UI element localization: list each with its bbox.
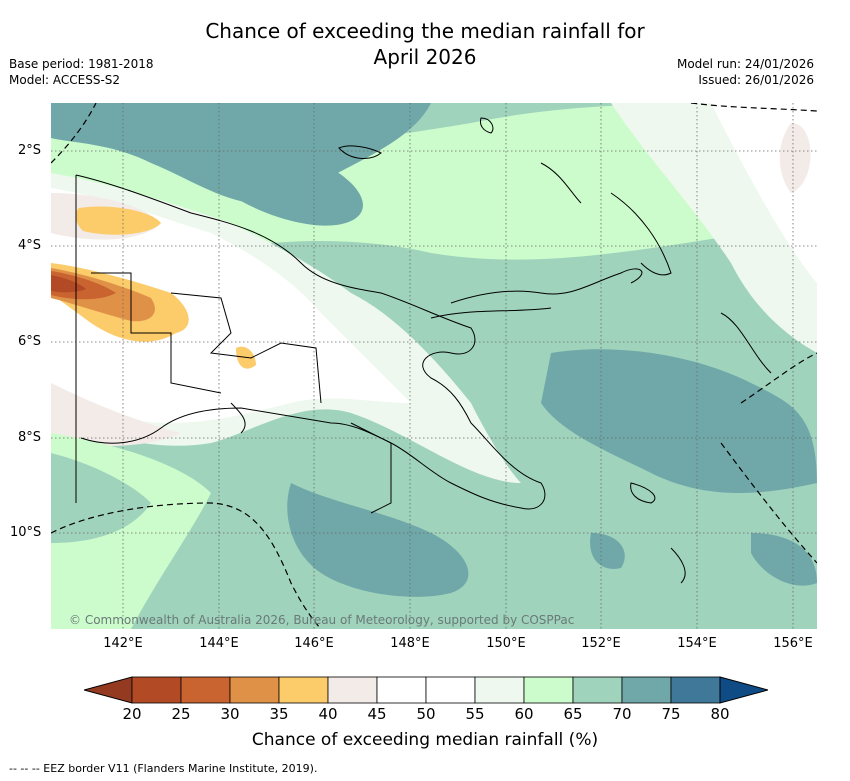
colorbar-segment xyxy=(327,676,378,704)
model-run: Model run: 24/01/2026 xyxy=(676,57,814,71)
colorbar-tick-label: 50 xyxy=(416,705,436,723)
colorbar-segment xyxy=(131,676,182,704)
colorbar-segment xyxy=(180,676,231,704)
lon-label-142e: 142°E xyxy=(103,636,143,651)
title-line-2: April 2026 xyxy=(373,45,477,69)
lat-label-2s: 2°S xyxy=(18,143,42,158)
issued-date: Issued: 26/01/2026 xyxy=(698,73,814,87)
colorbar-tick-label: 45 xyxy=(367,705,387,723)
lat-label-6s: 6°S xyxy=(18,334,42,349)
colorbar-segment xyxy=(278,676,329,704)
colorbar-segment xyxy=(572,676,623,704)
colorbar-segment xyxy=(425,676,476,704)
rainfall-map xyxy=(51,103,817,629)
lon-label-146e: 146°E xyxy=(294,636,334,651)
lat-label-10s: 10°S xyxy=(10,525,42,540)
title-line-1: Chance of exceeding the median rainfall … xyxy=(205,19,645,43)
colorbar-tick-label: 35 xyxy=(269,705,289,723)
colorbar-tick-label: 30 xyxy=(220,705,240,723)
colorbar-tick-label: 60 xyxy=(514,705,534,723)
colorbar-under-arrow xyxy=(84,676,133,704)
copyright-notice: © Commonwealth of Australia 2026, Bureau… xyxy=(69,613,575,627)
model-name: Model: ACCESS-S2 xyxy=(9,73,121,87)
colorbar-tick-label: 70 xyxy=(612,705,632,723)
colorbar-segment xyxy=(670,676,721,704)
base-period: Base period: 1981-2018 xyxy=(9,57,154,71)
colorbar-tick-label: 65 xyxy=(563,705,583,723)
lat-label-4s: 4°S xyxy=(18,238,42,253)
lon-label-152e: 152°E xyxy=(581,636,621,651)
colorbar-over-arrow xyxy=(719,676,768,704)
colorbar-label: Chance of exceeding median rainfall (%) xyxy=(251,730,599,750)
colorbar-tick-label: 80 xyxy=(710,705,730,723)
colorbar-tick-label: 25 xyxy=(171,705,191,723)
colorbar xyxy=(84,676,768,704)
lon-label-144e: 144°E xyxy=(199,636,239,651)
lon-label-156e: 156°E xyxy=(773,636,813,651)
lat-label-8s: 8°S xyxy=(18,430,42,445)
colorbar-segment xyxy=(621,676,672,704)
colorbar-segment xyxy=(523,676,574,704)
colorbar-segment xyxy=(376,676,427,704)
eez-legend-note: -- -- -- EEZ border V11 (Flanders Marine… xyxy=(9,762,318,775)
lon-label-148e: 148°E xyxy=(390,636,430,651)
colorbar-tick-label: 75 xyxy=(661,705,681,723)
meta-left: Base period: 1981-2018 Model: ACCESS-S2 xyxy=(9,56,154,88)
lon-label-150e: 150°E xyxy=(486,636,526,651)
colorbar-tick-label: 40 xyxy=(318,705,338,723)
colorbar-segment xyxy=(229,676,280,704)
lon-label-154e: 154°E xyxy=(677,636,717,651)
colorbar-tick-label: 20 xyxy=(122,705,142,723)
meta-right: Model run: 24/01/2026 Issued: 26/01/2026 xyxy=(677,56,814,88)
colorbar-tick-label: 55 xyxy=(465,705,485,723)
colorbar-segment xyxy=(474,676,525,704)
map-title: Chance of exceeding the median rainfall … xyxy=(0,18,850,70)
